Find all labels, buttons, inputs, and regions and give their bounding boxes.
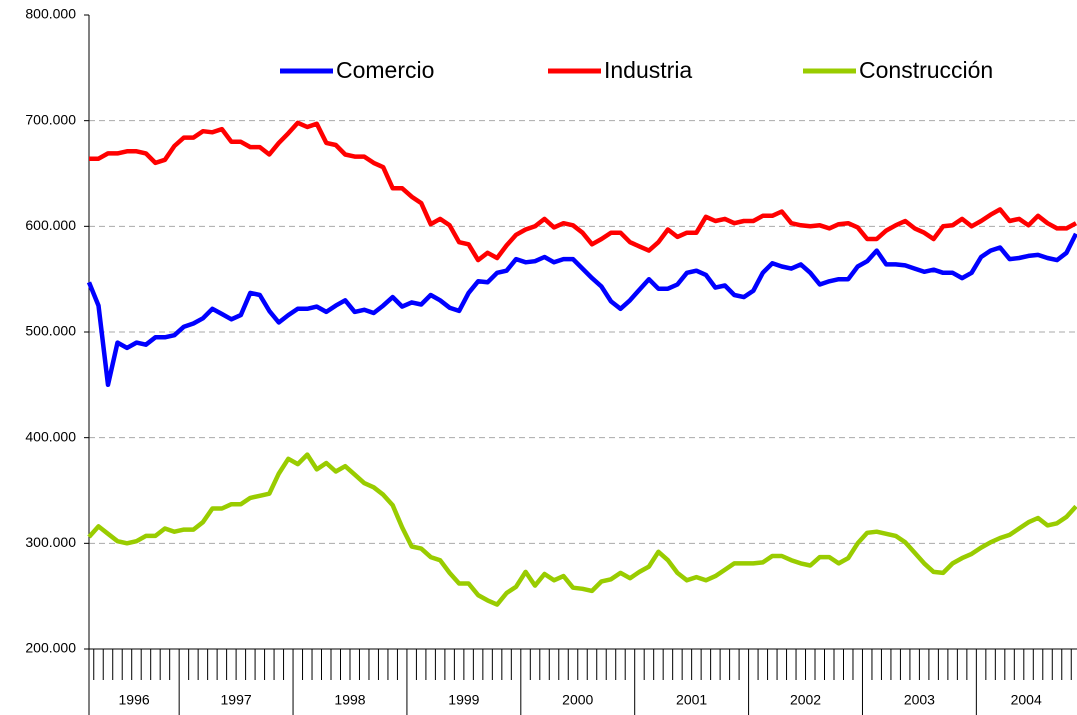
x-tick-label: 1997 — [221, 692, 252, 708]
x-tick-label: 2002 — [790, 692, 821, 708]
x-tick-label: 2004 — [1011, 692, 1042, 708]
x-tick-label: 2001 — [676, 692, 707, 708]
y-tick-label: 700.000 — [25, 111, 76, 127]
series-line — [86, 232, 1077, 388]
y-tick-label: 200.000 — [25, 640, 76, 656]
series-line — [87, 452, 1077, 607]
legend-label: Industria — [604, 57, 692, 83]
legend-label: Construcción — [859, 57, 993, 83]
x-tick-label: 2003 — [904, 692, 935, 708]
y-tick-label: 300.000 — [25, 534, 76, 550]
x-tick-label: 1999 — [448, 692, 479, 708]
y-tick-label: 400.000 — [25, 428, 76, 444]
series-line — [89, 120, 1077, 263]
x-tick-label: 1998 — [334, 692, 365, 708]
y-tick-label: 800.000 — [25, 6, 76, 22]
y-tick-label: 500.000 — [25, 323, 76, 339]
legend-label: Comercio — [336, 57, 434, 83]
x-tick-label: 1996 — [119, 692, 150, 708]
y-tick-label: 600.000 — [25, 217, 76, 233]
x-tick-label: 2000 — [562, 692, 593, 708]
